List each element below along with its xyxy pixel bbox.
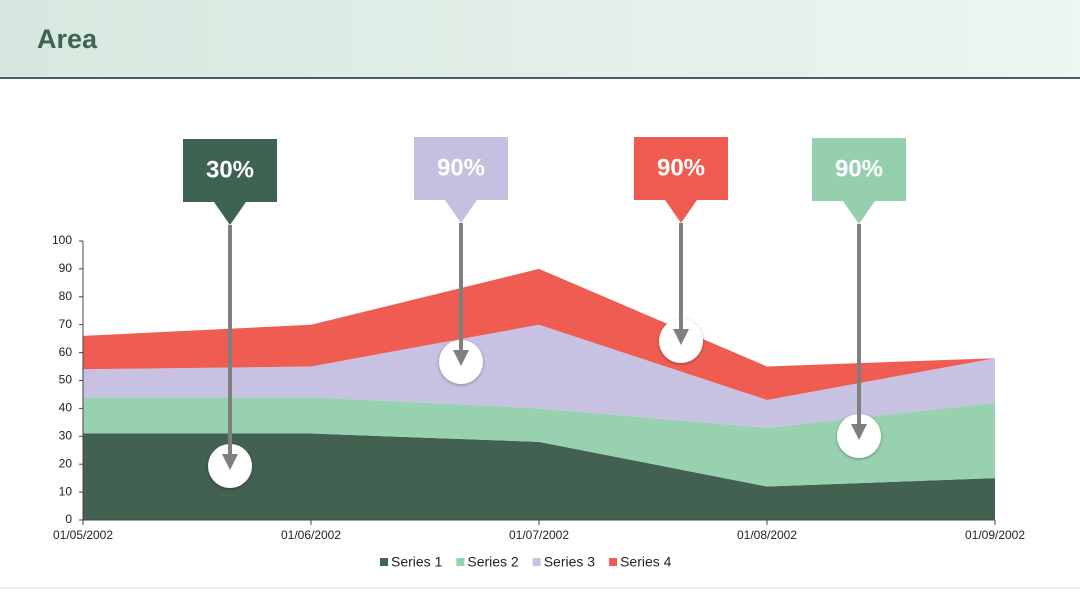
callout-box: [414, 137, 508, 200]
callout: 90%: [634, 137, 728, 363]
y-tick-label: 80: [59, 289, 73, 303]
area: [83, 397, 995, 487]
y-tick-label: 20: [59, 456, 73, 470]
x-tick-label: 01/05/2002: [53, 528, 113, 542]
callout-arrowhead: [851, 424, 867, 440]
callout-box: [634, 137, 728, 200]
x-tick-label: 01/06/2002: [281, 528, 341, 542]
legend-swatch: [380, 558, 388, 566]
callout-label: 90%: [657, 154, 705, 181]
area: [83, 268, 995, 400]
x-tick-label: 01/08/2002: [737, 528, 797, 542]
legend-swatch: [609, 558, 618, 566]
y-tick-label: 100: [52, 233, 72, 247]
y-tick-label: 0: [65, 512, 72, 526]
y-tick-label: 30: [59, 428, 73, 442]
header-band: [0, 0, 1080, 78]
callout-box: [812, 138, 906, 201]
legend-label: Series 2: [467, 554, 519, 570]
y-tick-label: 90: [59, 261, 73, 275]
y-tick-label: 10: [59, 484, 73, 498]
callout-pointer: [843, 201, 875, 224]
y-tick-label: 40: [59, 401, 73, 415]
callout: 30%: [183, 139, 277, 488]
y-tick-label: 50: [59, 373, 73, 387]
callout-pointer: [445, 200, 477, 223]
callout-box: [183, 139, 277, 202]
plot: 0 10 20 30 40 50 60 70 80 90 100 01/05/2002 01/06/20…: [52, 137, 1025, 570]
callout-label: 90%: [835, 155, 883, 182]
callout-label: 30%: [206, 156, 254, 183]
slide-title: Area: [37, 24, 98, 54]
legend-swatch: [456, 558, 465, 566]
area: [83, 324, 995, 428]
callout-arrowhead: [222, 454, 238, 470]
callout-arrowhead: [453, 350, 469, 366]
callout-label: 90%: [437, 154, 485, 181]
legend-label: Series 3: [544, 554, 596, 570]
legend-label: Series 1: [391, 554, 443, 570]
y-tick-label: 70: [59, 317, 73, 331]
callout-arrowhead: [673, 329, 689, 345]
callout-pointer: [665, 200, 697, 223]
legend-label: Series 4: [620, 554, 672, 570]
callout: 90%: [414, 137, 508, 384]
callout-pointer: [214, 202, 246, 225]
x-tick-label: 01/09/2002: [965, 528, 1025, 542]
area: [83, 433, 995, 520]
legend-swatch: [532, 558, 541, 566]
x-tick-label: 01/07/2002: [509, 528, 569, 542]
y-tick-label: 60: [59, 345, 73, 359]
callout: 90%: [812, 138, 906, 458]
